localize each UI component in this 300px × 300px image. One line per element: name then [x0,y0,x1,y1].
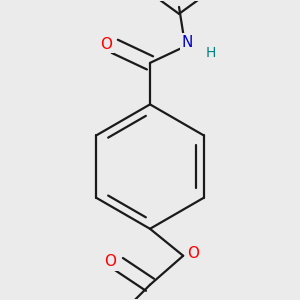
Text: O: O [188,246,200,261]
Text: O: O [105,254,117,269]
Text: N: N [182,35,193,50]
Text: O: O [100,37,112,52]
Text: H: H [206,46,216,59]
